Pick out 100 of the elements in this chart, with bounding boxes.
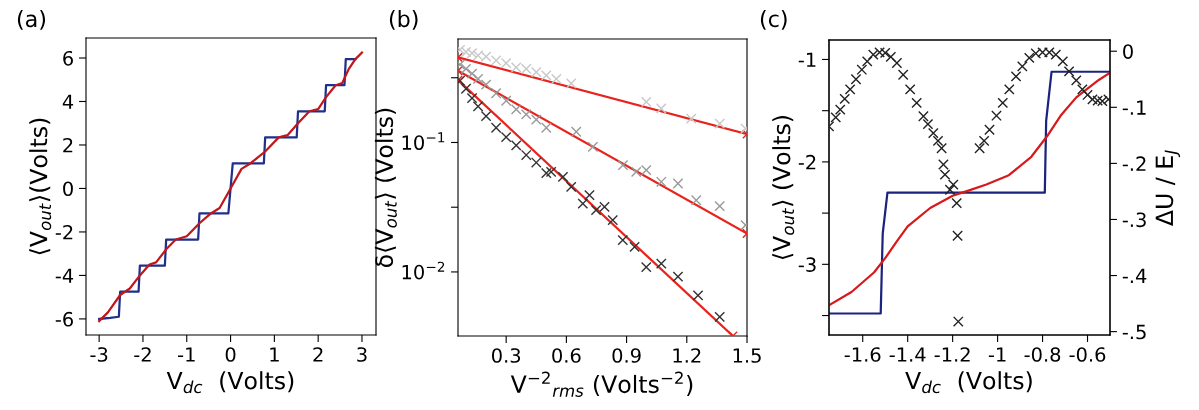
point: [530, 157, 542, 168]
point: [640, 261, 652, 273]
point: [911, 97, 923, 109]
point: [922, 118, 934, 130]
point: [830, 112, 842, 123]
x-tick-label: 1: [270, 347, 279, 362]
point: [540, 167, 552, 179]
point: [490, 87, 502, 99]
point: [1082, 89, 1093, 101]
point: [714, 118, 726, 129]
point: [1050, 49, 1062, 60]
x-tick-label: 1.2: [673, 348, 701, 363]
point: [1023, 52, 1035, 64]
y-tick-label: 10$^{−2}$: [402, 261, 445, 280]
y-axis-title: δ⟨V$_{out}$⟩ (Volts): [374, 108, 397, 268]
point: [490, 122, 502, 134]
point: [460, 83, 472, 95]
y-tick-label: 4: [62, 94, 74, 109]
point: [927, 127, 939, 139]
x-tick-label: -0.6: [1069, 347, 1106, 362]
x-tick-label: -1.4: [889, 347, 926, 362]
x-axis-title: V$_{dc}$ (Volts): [166, 371, 294, 394]
x-tick-label: -1.2: [934, 347, 970, 362]
point: [590, 204, 602, 216]
x-tick-label: 2: [313, 347, 323, 362]
point: [947, 179, 959, 191]
x-tick-label: 0: [225, 347, 236, 362]
point: [690, 194, 702, 206]
point: [472, 73, 484, 85]
point: [834, 104, 846, 115]
point: [466, 68, 478, 80]
point: [1063, 66, 1075, 77]
point: [480, 110, 492, 122]
y-tick-label: -1: [798, 52, 816, 67]
point: [978, 135, 990, 147]
point: [939, 169, 951, 180]
point: [984, 124, 995, 136]
x-tick-label: -0.8: [1024, 347, 1061, 362]
point: [565, 78, 577, 89]
point: [617, 159, 629, 171]
point: [952, 316, 964, 327]
x-tick-label: -1.6: [844, 347, 881, 362]
point: [974, 142, 985, 154]
point: [714, 200, 726, 212]
y2-tick-label: -.2: [1122, 156, 1146, 171]
point: [692, 289, 704, 301]
point: [466, 92, 478, 104]
y-tick-label: 2: [63, 137, 73, 153]
point: [460, 46, 472, 58]
x-tick-label: -2: [134, 347, 151, 362]
point: [520, 149, 532, 161]
point: [500, 95, 512, 107]
y-axis-title: ⟨V$_{out}$⟩ (Volts): [772, 116, 795, 260]
point: [607, 214, 619, 226]
x-axis-title: V$^{−2}$$_{rms}$ (Volts$^{−2}$): [510, 371, 693, 397]
point: [952, 230, 963, 242]
point: [617, 234, 629, 246]
point: [1010, 71, 1022, 82]
point: [997, 97, 1009, 109]
y-tick-label: -2: [798, 154, 816, 170]
y2-axis-title: ΔU / E$_{J}$: [1155, 150, 1181, 226]
point: [714, 311, 726, 323]
x-tick-label: 1.5: [733, 348, 761, 363]
y-tick-label: 0: [63, 181, 73, 197]
point: [466, 47, 478, 59]
x-tick-label: 0.6: [552, 348, 581, 363]
point: [850, 73, 862, 85]
y2-tick-label: 0: [1123, 44, 1133, 59]
point: [904, 84, 916, 95]
x-tick-label: 0.3: [491, 348, 521, 363]
x-tick-label: -3: [90, 347, 108, 362]
y2-tick-label: -.1: [1122, 100, 1146, 115]
x-axis-title: V$_{dc}$ (Volts): [905, 371, 1032, 394]
x-tick-label: -1: [988, 347, 1006, 362]
x-tick-label: -1: [178, 347, 195, 362]
point: [550, 73, 562, 85]
y-tick-label: 6: [63, 50, 73, 66]
point: [587, 141, 599, 153]
point: [1003, 84, 1015, 95]
point: [629, 241, 640, 253]
point: [936, 142, 947, 154]
point: [480, 79, 492, 90]
point: [672, 271, 684, 282]
point: [861, 55, 873, 67]
point: [856, 64, 868, 76]
y-tick-label: 10$^{−1}$: [402, 132, 445, 151]
point: [885, 51, 897, 63]
point: [545, 166, 557, 178]
point: [951, 197, 963, 209]
point: [1076, 84, 1088, 95]
text: (c): [760, 10, 787, 30]
point: [685, 113, 697, 124]
point: [1057, 55, 1069, 67]
point: [640, 96, 652, 108]
y2-tick-label: -.4: [1122, 268, 1147, 283]
point: [874, 46, 885, 58]
y-tick-label: -3: [798, 257, 816, 272]
point: [500, 131, 512, 143]
point: [540, 122, 552, 134]
x-tick-label: 0.9: [612, 348, 641, 363]
